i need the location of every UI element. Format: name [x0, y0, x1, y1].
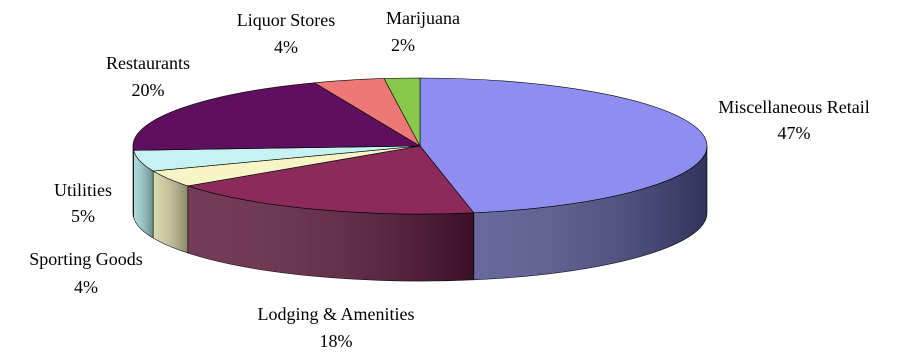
value-restaurants: 20%	[132, 80, 165, 100]
slice-labels: Miscellaneous Retail 47% Lodging & Ameni…	[29, 8, 869, 351]
side-shade-lodging-amenities	[187, 185, 474, 281]
slice-marijuana	[383, 77, 421, 147]
slice-restaurants	[132, 82, 422, 151]
side-shade-miscellaneous-retail	[473, 146, 707, 280]
side-shade-sporting-goods	[153, 171, 188, 253]
value-miscellaneous-retail: 47%	[778, 123, 811, 143]
slice-lodging-amenities	[187, 145, 475, 215]
pie-sides	[132, 145, 708, 282]
side-shade-utilities	[133, 150, 154, 239]
label-restaurants: Restaurants	[106, 53, 190, 73]
side-shade-restaurants	[133, 146, 134, 218]
pie-tops	[132, 77, 708, 215]
value-lodging-amenities: 18%	[320, 331, 353, 351]
label-marijuana: Marijuana	[386, 8, 460, 28]
value-utilities: 5%	[71, 206, 95, 226]
value-liquor-stores: 4%	[274, 37, 298, 57]
value-sporting-goods: 4%	[74, 277, 98, 297]
label-miscellaneous-retail: Miscellaneous Retail	[718, 97, 869, 117]
slice-miscellaneous-retail	[419, 77, 708, 214]
label-lodging-amenities: Lodging & Amenities	[258, 304, 415, 324]
label-liquor-stores: Liquor Stores	[237, 10, 336, 30]
label-utilities: Utilities	[54, 180, 112, 200]
label-sporting-goods: Sporting Goods	[29, 249, 143, 269]
value-marijuana: 2%	[391, 35, 415, 55]
